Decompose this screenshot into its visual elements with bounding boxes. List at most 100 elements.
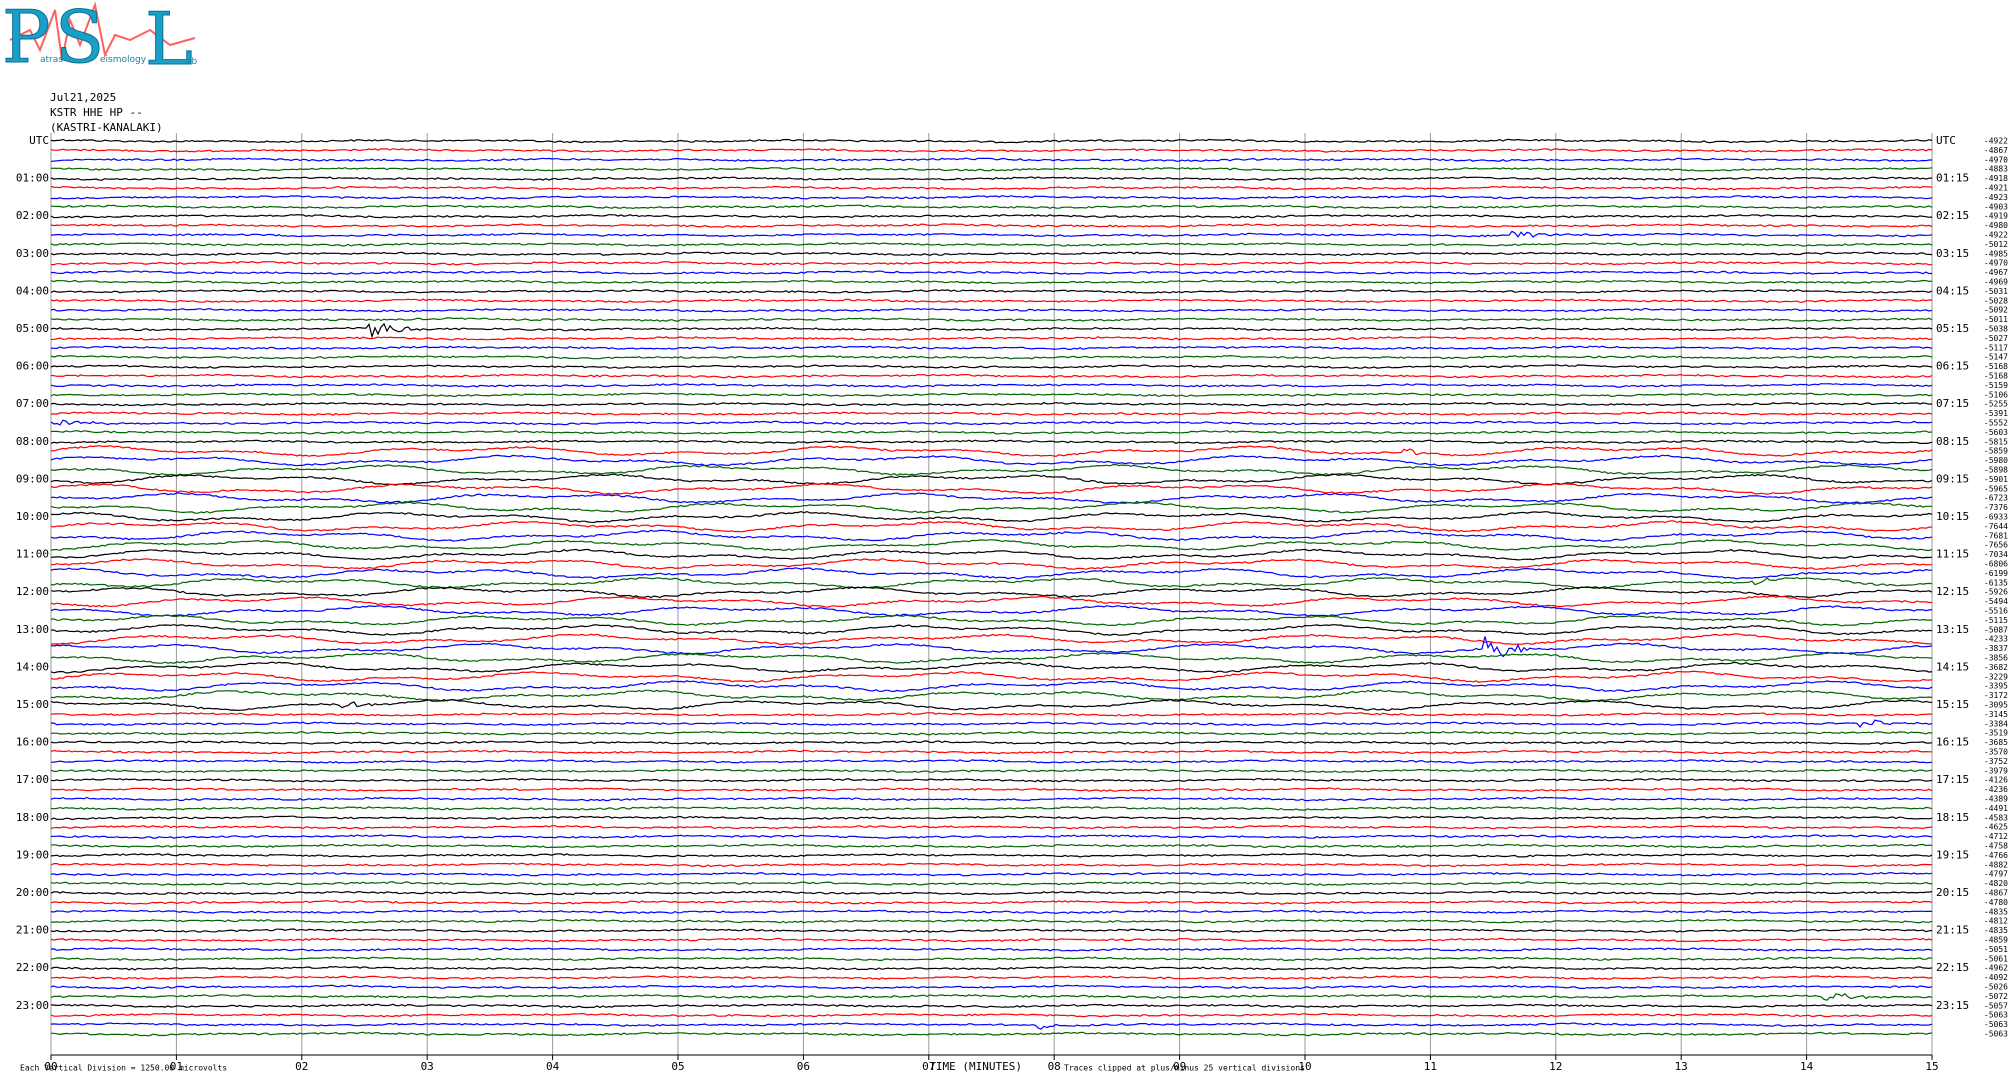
offset-label: -5117 <box>1984 343 2008 352</box>
station: KSTR HHE HP -- <box>50 106 143 119</box>
offset-label: -4962 <box>1984 964 2008 973</box>
logo-word: ab <box>186 57 198 67</box>
offset-label: -5026 <box>1984 983 2008 992</box>
offset-label: -4970 <box>1984 259 2008 268</box>
trace <box>50 157 1932 162</box>
logo-wave <box>9 1 196 61</box>
trace <box>50 777 1933 783</box>
trace <box>50 843 1933 849</box>
offset-label: -4780 <box>1984 898 2008 907</box>
clip-note: Traces clipped at plus/minus 25 vertical… <box>1064 1064 1305 1073</box>
offset-label: -3095 <box>1984 701 2008 710</box>
offset-label: -4491 <box>1984 804 2008 813</box>
trace <box>50 492 1933 504</box>
trace <box>50 364 1933 369</box>
hour-label-left: 18:00 <box>16 811 49 824</box>
trace <box>50 464 1933 476</box>
hour-label-right: 06:15 <box>1936 360 1969 373</box>
hour-label-left: 03:00 <box>16 247 49 260</box>
trace <box>50 824 1933 830</box>
offset-label: -5147 <box>1984 353 2008 362</box>
trace <box>50 749 1932 755</box>
trace <box>50 539 1933 552</box>
trace <box>50 928 1933 933</box>
hour-label-left: 04:00 <box>16 284 49 297</box>
trace <box>50 834 1933 839</box>
trace <box>50 576 1933 589</box>
trace <box>50 965 1933 971</box>
hour-label-left: 10:00 <box>16 510 49 523</box>
trace <box>50 454 1933 467</box>
trace <box>50 740 1933 745</box>
offset-label: -3752 <box>1984 757 2008 766</box>
trace <box>50 166 1933 172</box>
offset-label: -5092 <box>1984 306 2008 315</box>
trace <box>50 806 1933 811</box>
offset-label: -4967 <box>1984 268 2008 277</box>
offset-label: -5063 <box>1984 1030 2008 1039</box>
hour-label-right: UTC <box>1936 134 1956 147</box>
hour-label-left: UTC <box>29 134 49 147</box>
hour-label-left: 19:00 <box>16 848 49 861</box>
hour-label-left: 06:00 <box>16 360 49 373</box>
hour-label-right: 16:15 <box>1936 736 1969 749</box>
offset-label: -7644 <box>1984 522 2008 531</box>
offset-label: -3856 <box>1984 654 2008 663</box>
hour-label-right: 14:15 <box>1936 660 1969 673</box>
offset-label: -5168 <box>1984 362 2008 371</box>
offset-label: -4919 <box>1984 212 2008 221</box>
trace <box>50 279 1933 285</box>
hour-label-right: 07:15 <box>1936 397 1969 410</box>
trace <box>50 881 1933 886</box>
x-tick-label: 11 <box>1424 1060 1437 1073</box>
hour-label-left: 09:00 <box>16 472 49 485</box>
x-tick-label: 04 <box>546 1060 560 1073</box>
trace <box>50 956 1933 962</box>
logo-word: atras <box>40 55 63 65</box>
offset-label: -5168 <box>1984 372 2008 381</box>
offset-label: -5012 <box>1984 240 2008 249</box>
x-tick-label: 00 <box>44 1060 57 1073</box>
trace <box>50 614 1933 627</box>
hour-label-left: 01:00 <box>16 172 49 185</box>
trace <box>50 336 1933 341</box>
hour-label-right: 13:15 <box>1936 623 1969 636</box>
offset-label: -5028 <box>1984 296 2008 305</box>
offset-label: -4980 <box>1984 221 2008 230</box>
hour-label-right: 10:15 <box>1936 510 1969 523</box>
hour-label-right: 20:15 <box>1936 886 1969 899</box>
trace <box>50 401 1933 407</box>
trace <box>51 260 1933 266</box>
trace <box>50 185 1933 191</box>
hour-label-left: 07:00 <box>16 397 49 410</box>
trace <box>50 510 1933 524</box>
trace <box>50 529 1933 542</box>
hour-label-left: 21:00 <box>16 924 49 937</box>
x-tick-label: 06 <box>797 1060 810 1073</box>
trace <box>50 411 1933 416</box>
offset-label: -3384 <box>1984 719 2008 728</box>
offset-label: -5965 <box>1984 484 2008 493</box>
offset-label: -4126 <box>1984 776 2008 785</box>
offset-label: -5391 <box>1984 409 2008 418</box>
hour-label-left: 13:00 <box>16 623 49 636</box>
trace <box>50 354 1933 360</box>
trace <box>50 251 1933 257</box>
offset-label: -5011 <box>1984 315 2008 324</box>
trace <box>50 712 1933 717</box>
x-tick-label: 05 <box>671 1060 684 1073</box>
trace <box>50 586 1933 599</box>
offset-label: -6723 <box>1984 494 2008 503</box>
x-tick-label: 12 <box>1549 1060 1562 1073</box>
hour-label-left: 16:00 <box>16 736 49 749</box>
offset-label: -4867 <box>1984 146 2008 155</box>
offset-label: -4882 <box>1984 860 2008 869</box>
offset-label: -7681 <box>1984 531 2008 540</box>
hour-label-left: 05:00 <box>16 322 49 335</box>
hour-label-left: 02:00 <box>16 209 49 222</box>
trace <box>50 567 1932 580</box>
offset-label: -5063 <box>1984 1011 2008 1020</box>
offset-label: -5815 <box>1984 437 2008 446</box>
trace <box>50 176 1933 181</box>
